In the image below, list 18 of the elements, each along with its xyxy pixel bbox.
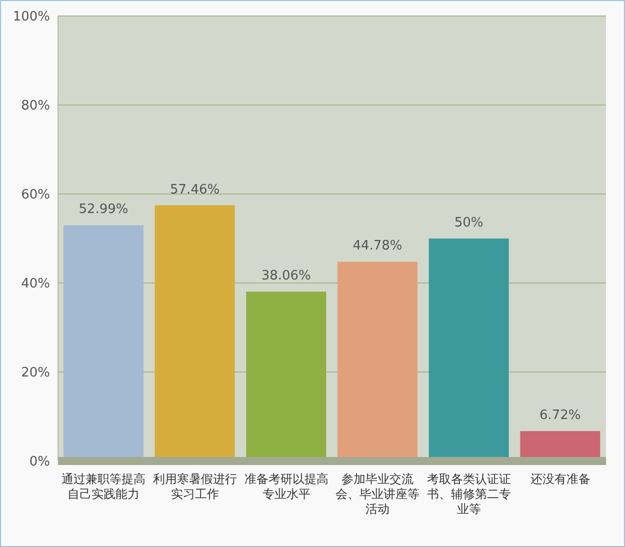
x-tick-label: 准备考研以提高专业水平 (244, 472, 328, 501)
data-label: 44.78% (352, 238, 402, 254)
x-tick-label: 利用寒暑假进行实习工作 (153, 472, 237, 501)
y-tick-label: 60% (21, 188, 50, 203)
y-tick-label: 40% (21, 276, 50, 292)
data-label: 50% (454, 216, 484, 230)
x-tick-label: 还没有准备 (530, 472, 590, 486)
data-label: 38.06% (261, 268, 311, 284)
y-tick-label: 80% (21, 98, 50, 114)
y-tick-label: 0% (29, 454, 50, 470)
x-tick-label: 考取各类认证证书、辅修第二专业等 (427, 472, 511, 516)
data-label: 6.72% (539, 408, 581, 424)
data-label: 52.99% (78, 202, 128, 218)
x-tick-label: 通过兼职等提高自己实践能力 (62, 472, 146, 501)
data-label: 57.46% (170, 182, 220, 198)
y-tick-label: 20% (21, 366, 50, 381)
x-tick-label: 参加毕业交流会、毕业讲座等活动 (336, 472, 420, 516)
y-tick-label: 100% (12, 10, 50, 25)
